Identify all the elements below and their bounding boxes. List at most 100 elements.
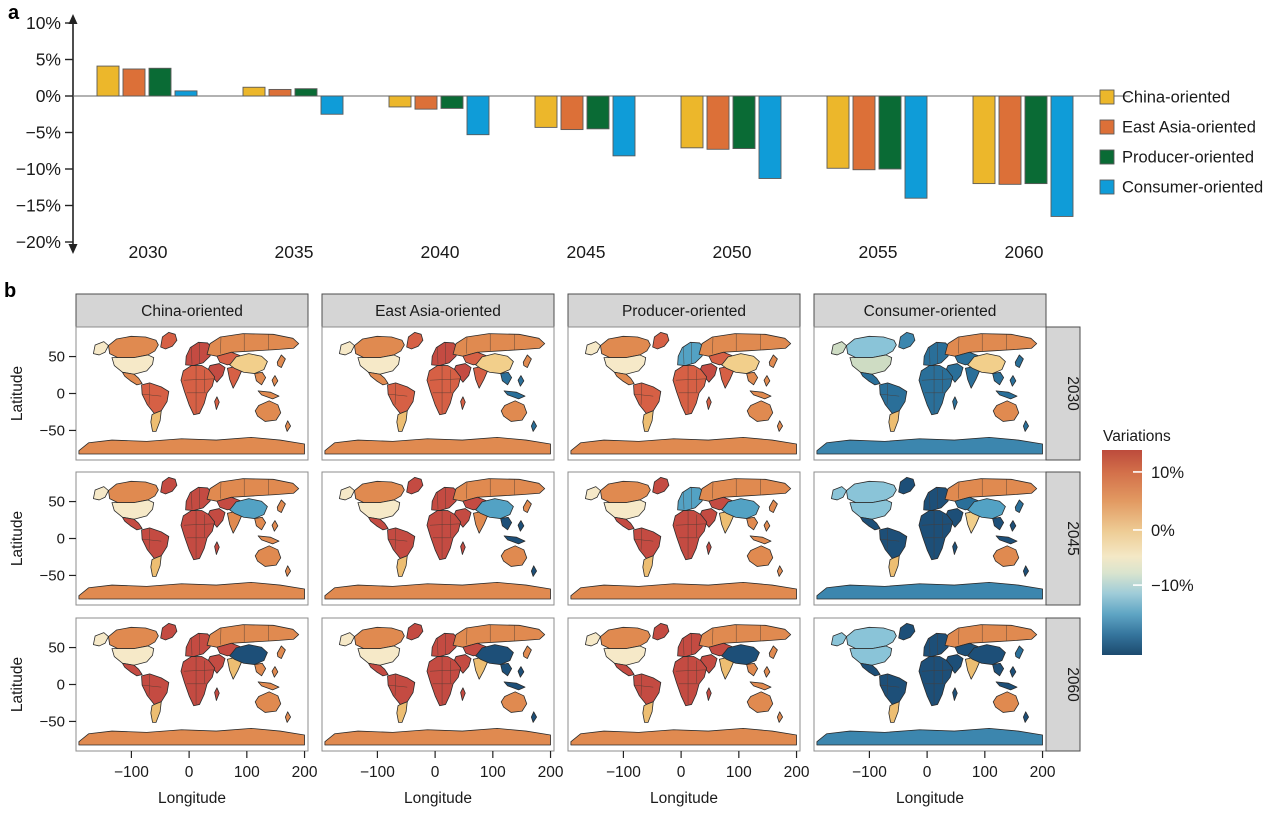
region-australia (255, 692, 281, 713)
region-africa (181, 511, 215, 560)
region-philippines (272, 667, 278, 678)
bar-east-asia-oriented-2060 (998, 95, 1022, 185)
world-map-consumer-oriented-2045 (817, 477, 1043, 599)
row-strip-label: 2030 (1064, 376, 1081, 411)
region-philippines (272, 376, 278, 387)
y-tick-label: −5% (25, 123, 61, 143)
lat-tick-label: −50 (40, 713, 65, 730)
region-madagascar (707, 688, 712, 701)
row-strip (1045, 326, 1081, 461)
region-africa (919, 511, 953, 560)
region-japan (1015, 500, 1023, 513)
region-japan (1015, 646, 1023, 659)
bar-china-oriented-2035 (242, 86, 266, 97)
country-borders (143, 479, 269, 559)
region-greenland (161, 477, 177, 494)
lon-tick-label: −100 (114, 764, 149, 781)
region-antarctica (325, 582, 551, 599)
lon-tick-label: 100 (480, 764, 506, 781)
bar-china-oriented-2055 (826, 95, 850, 169)
lon-tick-label: 100 (972, 764, 998, 781)
region-usa (604, 500, 646, 519)
region-indonesia (750, 682, 771, 690)
region-mexico (368, 517, 388, 530)
y-tick-label: −10% (16, 159, 61, 179)
region-madagascar (953, 397, 958, 410)
region-seasia-mainland (255, 372, 266, 385)
x-axis-title: Longitude (896, 790, 964, 807)
region-newzealand (531, 421, 536, 432)
world-map-china-oriented-2045 (79, 477, 305, 599)
legend-label: Producer-oriented (1122, 149, 1254, 167)
region-japan (523, 646, 531, 659)
country-borders (143, 334, 269, 414)
region-newzealand (1023, 566, 1028, 577)
region-china (968, 354, 1006, 374)
region-mexico (860, 517, 880, 530)
facet-header (321, 293, 555, 328)
bar-east-asia-oriented-2050 (706, 95, 730, 150)
country-borders (881, 479, 1007, 559)
y-tick-label: −15% (16, 196, 61, 216)
region-usa (850, 646, 892, 665)
region-canada (108, 481, 158, 502)
region-canada (846, 336, 896, 357)
lon-tick-label: 0 (185, 764, 194, 781)
region-seasia-mainland (747, 372, 758, 385)
region-philippines (1010, 667, 1016, 678)
region-africa (427, 366, 461, 415)
region-newzealand (777, 421, 782, 432)
region-antarctica (571, 437, 797, 454)
region-southamerica (142, 383, 169, 414)
legend-swatch-icon (1099, 89, 1115, 105)
region-madagascar (461, 688, 466, 701)
region-japan (1015, 355, 1023, 368)
region-newzealand (285, 421, 290, 432)
region-seasia-mainland (993, 663, 1004, 676)
region-madagascar (953, 688, 958, 701)
bar-east-asia-oriented-2055 (852, 95, 876, 171)
lat-tick-label: 50 (48, 349, 65, 366)
x-tick-label-year: 2050 (713, 242, 752, 262)
region-southamerica (142, 528, 169, 559)
region-australia (993, 401, 1019, 422)
region-antarctica (817, 437, 1043, 454)
region-china (722, 354, 760, 374)
region-philippines (764, 521, 770, 532)
row-strip (1045, 471, 1081, 606)
lon-tick-label: 0 (923, 764, 932, 781)
region-indonesia (996, 536, 1017, 544)
region-mexico (614, 517, 634, 530)
facet-header (567, 293, 801, 328)
region-greenland (653, 332, 669, 349)
x-tick-label-year: 2055 (859, 242, 898, 262)
y-tick-label: 10% (26, 13, 61, 33)
lat-tick-label: 50 (48, 494, 65, 511)
country-borders (635, 479, 761, 559)
legend-label: Consumer-oriented (1122, 179, 1263, 197)
region-southcone (889, 702, 899, 723)
facet-header (813, 293, 1047, 328)
region-china (722, 645, 760, 665)
lon-tick-label: 200 (292, 764, 318, 781)
world-map-china-oriented-2060 (79, 623, 305, 745)
lon-tick-label: −100 (360, 764, 395, 781)
region-philippines (518, 376, 524, 387)
region-southcone (643, 556, 653, 577)
region-usa (358, 355, 400, 374)
region-southcone (643, 411, 653, 432)
region-southamerica (880, 674, 907, 705)
region-mexico (860, 372, 880, 385)
y-tick-label: 5% (36, 50, 61, 70)
region-mexico (122, 663, 142, 676)
region-australia (255, 401, 281, 422)
bar-producer-oriented-2060 (1024, 95, 1048, 185)
region-southcone (397, 411, 407, 432)
region-indonesia (504, 391, 525, 399)
bar-producer-oriented-2030 (148, 67, 172, 97)
region-mexico (122, 517, 142, 530)
lat-tick-label: 0 (57, 677, 65, 694)
world-map-east-asia-oriented-2045 (325, 477, 551, 599)
lon-tick-label: 200 (538, 764, 564, 781)
